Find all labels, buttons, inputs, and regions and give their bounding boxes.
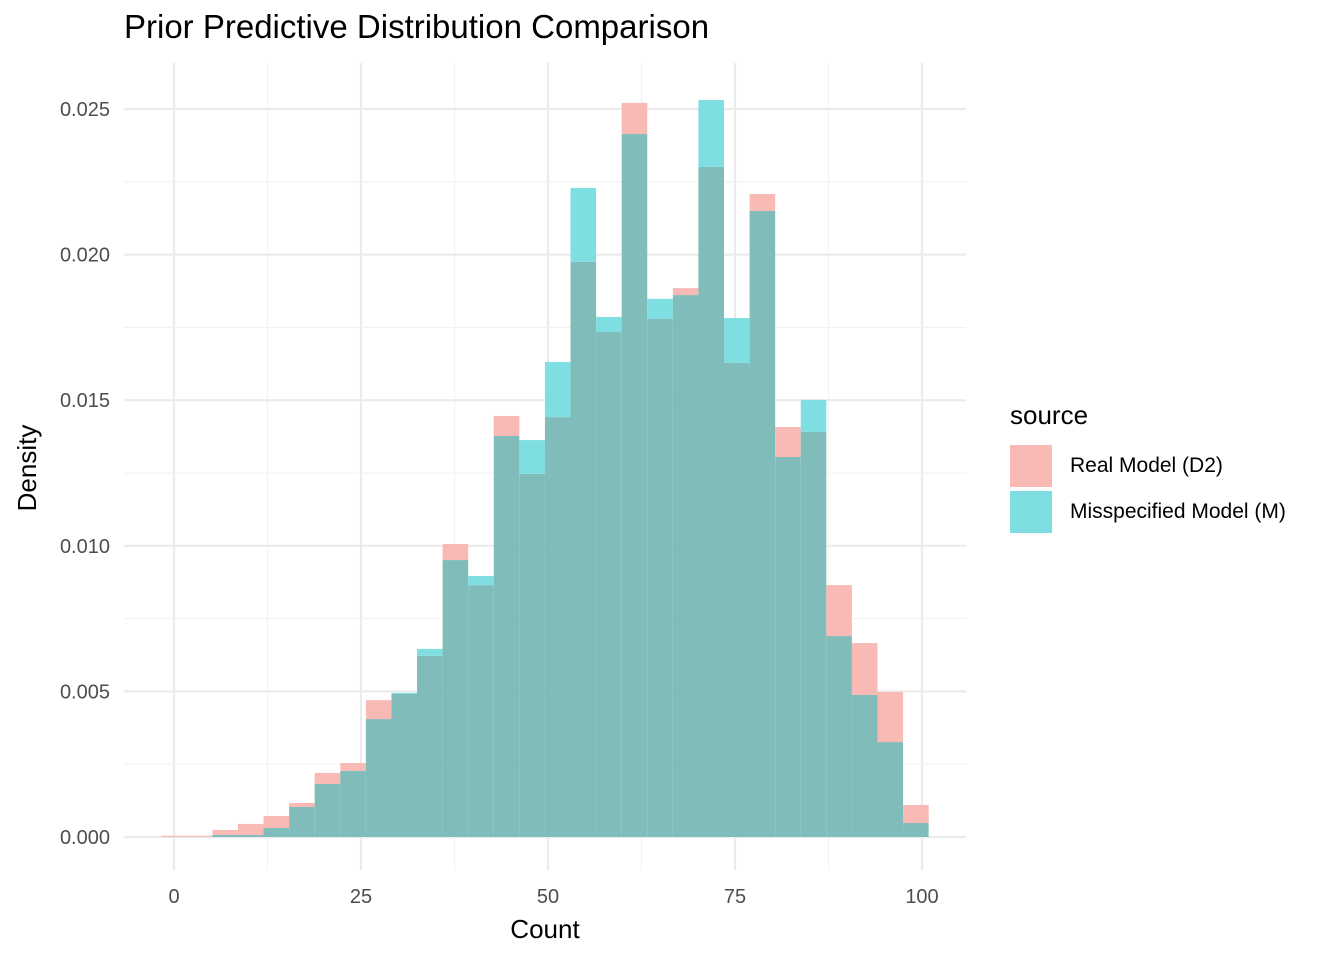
legend: source Real Model (D2) Misspecified Mode…: [1010, 400, 1286, 535]
bar-misspecified-model: [468, 576, 494, 586]
bar-overlap: [289, 807, 315, 837]
bar-overlap: [340, 770, 366, 837]
bar-overlap: [698, 166, 725, 838]
bar-misspecified-model: [698, 99, 725, 167]
bar-misspecified-model: [570, 187, 597, 262]
x-axis-label: Count: [510, 914, 580, 944]
bar-real-model: [186, 835, 213, 837]
bar-overlap: [417, 655, 443, 837]
y-tick-label: 0.015: [60, 390, 110, 412]
bar-overlap: [468, 585, 494, 837]
x-tick-label: 0: [168, 886, 179, 908]
bar-misspecified-model: [724, 318, 750, 363]
bar-overlap: [800, 431, 827, 837]
bar-overlap: [903, 823, 929, 837]
bar-real-model: [289, 802, 315, 808]
legend-label-real: Real Model (D2): [1070, 454, 1223, 477]
x-tick-label: 100: [905, 886, 938, 908]
y-tick-label: 0.000: [60, 827, 110, 849]
legend-item-misspecified: Misspecified Model (M): [1010, 489, 1286, 535]
bars: [161, 99, 929, 838]
bar-misspecified-model: [519, 440, 545, 474]
bar-real-model: [314, 772, 341, 785]
bar-overlap: [544, 417, 571, 837]
bar-misspecified-model: [544, 362, 571, 418]
bar-overlap: [775, 456, 801, 837]
bar-overlap: [212, 834, 238, 837]
legend-item-real: Real Model (D2): [1010, 443, 1286, 489]
bar-overlap: [493, 436, 520, 837]
bar-overlap: [596, 332, 622, 837]
bar-overlap: [570, 261, 597, 837]
y-axis-ticks: 0.000 0.005 0.010 0.015 0.020 0.025: [60, 99, 110, 849]
y-tick-label: 0.005: [60, 681, 110, 703]
bar-misspecified-model: [391, 692, 418, 695]
bar-overlap: [877, 742, 904, 837]
bar-overlap: [672, 295, 699, 838]
bar-real-model: [903, 804, 929, 824]
bar-overlap: [314, 784, 341, 837]
bar-overlap: [621, 134, 648, 837]
bar-misspecified-model: [800, 399, 827, 432]
bar-real-model: [263, 816, 290, 828]
legend-swatch-misspecified: [1010, 491, 1052, 533]
bar-real-model: [237, 823, 264, 835]
bar-real-model: [442, 544, 469, 561]
bar-real-model: [749, 194, 776, 211]
y-axis-label: Density: [12, 425, 42, 512]
bar-real-model: [826, 585, 852, 637]
x-axis-ticks: 0 25 50 75 100: [168, 886, 938, 908]
legend-title: source: [1010, 400, 1089, 430]
bar-overlap: [519, 473, 545, 837]
bar-overlap: [365, 719, 392, 837]
bar-real-model: [877, 691, 904, 743]
bar-real-model: [851, 643, 878, 695]
bar-real-model: [365, 700, 392, 720]
bar-overlap: [724, 362, 750, 837]
bar-real-model: [621, 102, 648, 135]
y-tick-label: 0.010: [60, 536, 110, 558]
bar-real-model: [161, 835, 187, 837]
bar-overlap: [237, 834, 264, 837]
legend-label-misspecified: Misspecified Model (M): [1070, 500, 1286, 523]
x-tick-label: 50: [537, 886, 559, 908]
bar-overlap: [851, 694, 878, 837]
bar-real-model: [340, 763, 366, 771]
y-tick-label: 0.020: [60, 245, 110, 267]
bar-overlap: [391, 694, 418, 837]
bar-misspecified-model: [417, 648, 443, 656]
legend-swatch-real: [1010, 445, 1052, 487]
bar-real-model: [672, 288, 699, 296]
bar-misspecified-model: [596, 316, 622, 333]
y-tick-label: 0.025: [60, 99, 110, 121]
bar-misspecified-model: [647, 298, 673, 319]
bar-overlap: [826, 636, 852, 837]
bar-overlap: [442, 560, 469, 837]
bar-overlap: [749, 210, 776, 838]
bar-real-model: [775, 426, 801, 457]
chart-title: Prior Predictive Distribution Comparison: [124, 8, 710, 45]
bar-overlap: [263, 827, 290, 837]
x-tick-label: 25: [350, 886, 372, 908]
bar-overlap: [647, 318, 673, 837]
bar-real-model: [493, 415, 520, 437]
x-tick-label: 75: [724, 886, 746, 908]
bar-real-model: [212, 830, 238, 835]
